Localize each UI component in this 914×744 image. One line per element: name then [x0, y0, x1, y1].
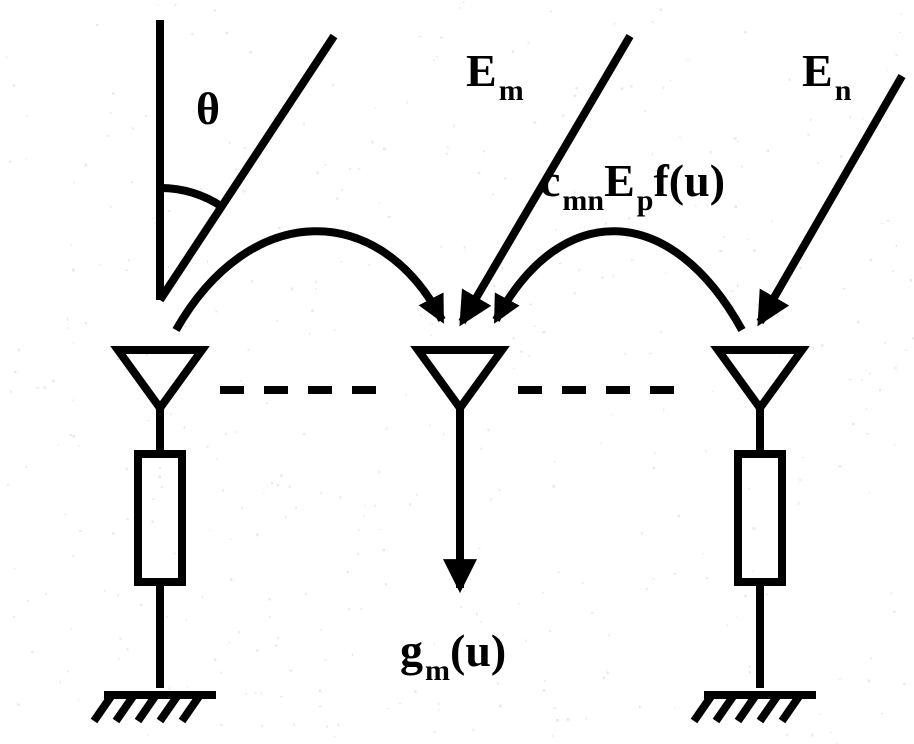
theta-label: θ — [196, 83, 220, 134]
svg-text:θ: θ — [196, 83, 220, 134]
cmn-sub: mn — [562, 184, 604, 217]
cmn-p: p — [637, 184, 654, 217]
cmn-c: c — [540, 155, 560, 206]
svg-text:gm(u): gm(u) — [400, 625, 506, 687]
Em-sub: m — [499, 74, 524, 107]
gm-g: g — [400, 625, 423, 676]
gm-u: (u) — [450, 625, 506, 676]
En-sub: n — [835, 74, 852, 107]
antenna-array-diagram: θEmEncmnEpf(u)gm(u) — [0, 0, 914, 744]
svg-text:Em: Em — [466, 45, 524, 107]
coupling-label: cmnEpf(u) — [540, 155, 725, 217]
svg-text:En: En — [802, 45, 852, 107]
cmn-fu: f(u) — [653, 155, 725, 206]
gm-m: m — [425, 654, 450, 687]
Em-label: E — [466, 45, 497, 96]
En-label: E — [802, 45, 833, 96]
cmn-E: E — [604, 155, 635, 206]
